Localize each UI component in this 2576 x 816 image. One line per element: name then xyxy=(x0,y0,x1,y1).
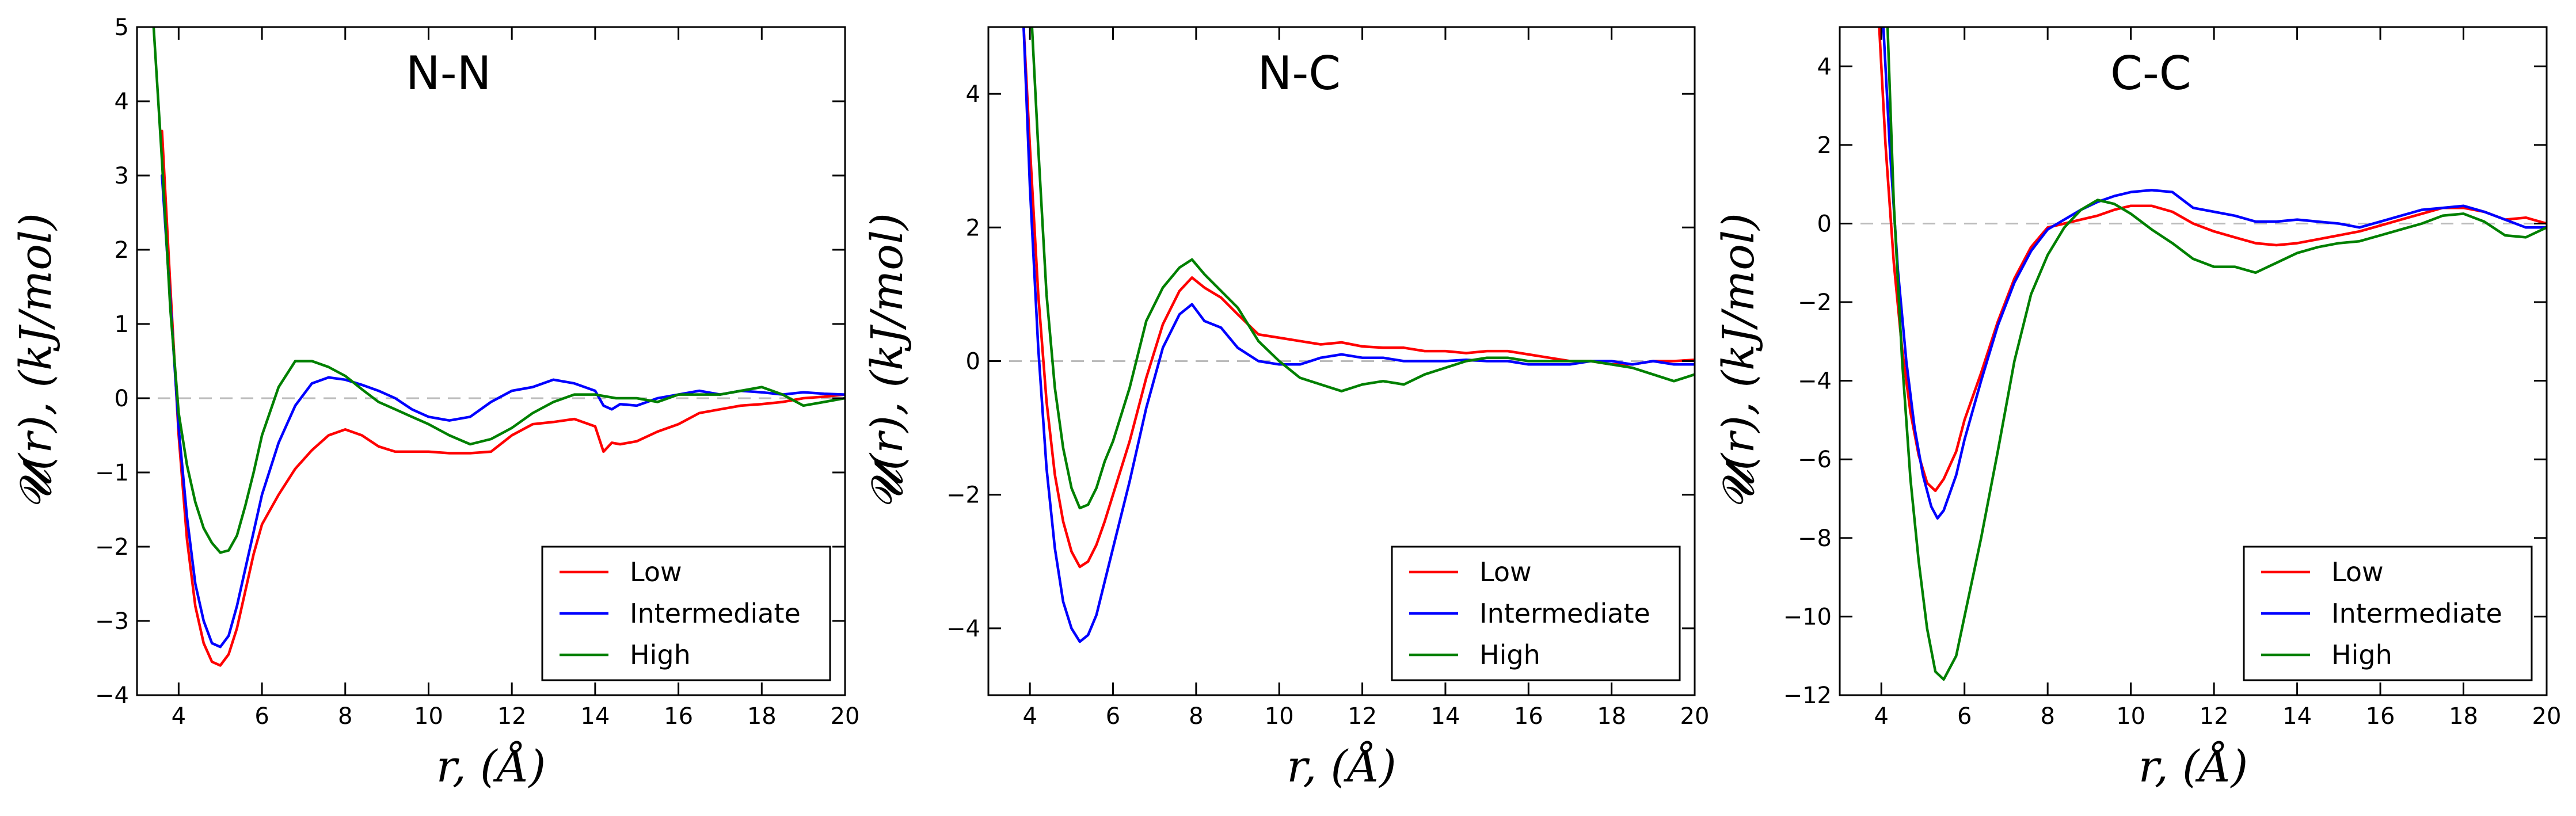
series-line-low xyxy=(161,129,845,667)
x-tick-label: 20 xyxy=(831,703,860,730)
x-tick-label: 8 xyxy=(1189,703,1203,730)
y-tick-label: 5 xyxy=(115,14,129,41)
legend-label-intermediate: Intermediate xyxy=(2331,598,2502,629)
y-axis-label: 𝓤(r), (kJ/mol) xyxy=(10,213,61,509)
series-line-low xyxy=(1878,27,2547,493)
legend: Low Intermediate High xyxy=(1391,546,1681,681)
x-tick-label: 16 xyxy=(1514,703,1543,730)
x-tick-label: 4 xyxy=(1022,703,1037,730)
y-tick-label: −1 xyxy=(95,460,129,486)
axes-frame xyxy=(136,26,846,696)
y-tick-label: 2 xyxy=(966,215,980,241)
x-tick-label: 6 xyxy=(254,703,269,730)
x-tick-label: 16 xyxy=(664,703,693,730)
x-tick-label: 10 xyxy=(1265,703,1294,730)
y-tick-label: 4 xyxy=(115,89,129,115)
x-tick-label: 10 xyxy=(414,703,443,730)
y-tick-label: 2 xyxy=(1817,132,1832,159)
series-line-high xyxy=(1030,27,1695,510)
x-tick-label: 18 xyxy=(747,703,777,730)
legend-label-low: Low xyxy=(1479,556,1532,588)
y-tick-label: 0 xyxy=(1817,211,1832,237)
legend-label-intermediate: Intermediate xyxy=(630,598,801,629)
panel-n-c: 4 6 8 10 12 14 16 18 20 −4 −2 0 2 4 N-C r, (Å) 𝓤(r), (kJ… xyxy=(861,26,1710,792)
x-tick-label: 10 xyxy=(2116,703,2145,730)
series-line-high xyxy=(1886,27,2547,681)
y-tick-label: −4 xyxy=(95,682,129,709)
x-tick-label: 20 xyxy=(2532,703,2562,730)
x-tick-label: 18 xyxy=(1597,703,1626,730)
y-tick-label: −2 xyxy=(95,534,129,560)
y-tick-label: −2 xyxy=(946,482,980,509)
y-tick-label: −12 xyxy=(1783,682,1832,709)
x-tick-label: 8 xyxy=(2040,703,2054,730)
x-tick-label: 14 xyxy=(580,703,610,730)
series-line-intermediate xyxy=(1022,27,1695,643)
legend-label-low: Low xyxy=(630,556,682,588)
x-tick-label: 6 xyxy=(1106,703,1120,730)
x-tick-label: 4 xyxy=(1874,703,1889,730)
chart-title: N-C xyxy=(1258,47,1341,100)
y-tick-label: 0 xyxy=(115,386,129,412)
legend: Low Intermediate High xyxy=(541,546,831,681)
series-line-intermediate xyxy=(1882,27,2547,520)
x-tick-label: 14 xyxy=(1430,703,1460,730)
x-tick-label: 18 xyxy=(2449,703,2478,730)
y-tick-label: 4 xyxy=(966,81,980,108)
legend-label-intermediate: Intermediate xyxy=(1479,598,1650,629)
x-axis-label: r, (Å) xyxy=(1287,740,1396,792)
y-tick-label: 3 xyxy=(115,163,129,189)
y-axis-label: 𝓤(r), (kJ/mol) xyxy=(861,213,912,509)
y-tick-label: 4 xyxy=(1817,54,1832,80)
x-tick-label: 14 xyxy=(2282,703,2312,730)
x-tick-label: 20 xyxy=(1680,703,1710,730)
y-tick-label: 2 xyxy=(115,237,129,264)
y-tick-label: −4 xyxy=(946,616,980,642)
panel-c-c: 4 6 8 10 12 14 16 18 20 −12 −10 −8 −6 −4 −2 0 2 4 C-C r, (Å… xyxy=(1713,26,2562,792)
chart-title: N-N xyxy=(406,47,492,100)
y-tick-label: 1 xyxy=(115,311,129,338)
legend: Low Intermediate High xyxy=(2243,546,2533,681)
legend-label-high: High xyxy=(630,639,691,670)
x-tick-label: 6 xyxy=(1957,703,1972,730)
x-axis-label: r, (Å) xyxy=(436,740,546,792)
y-tick-label: −6 xyxy=(1798,447,1832,473)
legend-label-high: High xyxy=(1479,639,1540,670)
legend-label-high: High xyxy=(2331,639,2392,670)
y-axis-label: 𝓤(r), (kJ/mol) xyxy=(1713,213,1764,509)
chart-title: C-C xyxy=(2110,47,2191,100)
series-line-low xyxy=(1022,27,1695,569)
x-tick-label: 12 xyxy=(2200,703,2229,730)
series-line-intermediate xyxy=(161,174,845,649)
y-tick-label: −10 xyxy=(1783,604,1832,630)
x-tick-label: 8 xyxy=(338,703,352,730)
y-tick-label: 0 xyxy=(966,349,980,375)
axes-frame xyxy=(1839,26,2548,696)
x-tick-label: 12 xyxy=(497,703,527,730)
x-axis-label: r, (Å) xyxy=(2139,740,2248,792)
y-tick-label: −4 xyxy=(1798,368,1832,395)
x-tick-label: 4 xyxy=(172,703,186,730)
y-tick-label: −2 xyxy=(1798,289,1832,316)
legend-label-low: Low xyxy=(2331,556,2384,588)
series-line-high xyxy=(152,27,845,554)
y-tick-label: −3 xyxy=(95,608,129,635)
x-tick-label: 16 xyxy=(2366,703,2395,730)
y-tick-label: −8 xyxy=(1798,525,1832,552)
x-tick-label: 12 xyxy=(1348,703,1377,730)
